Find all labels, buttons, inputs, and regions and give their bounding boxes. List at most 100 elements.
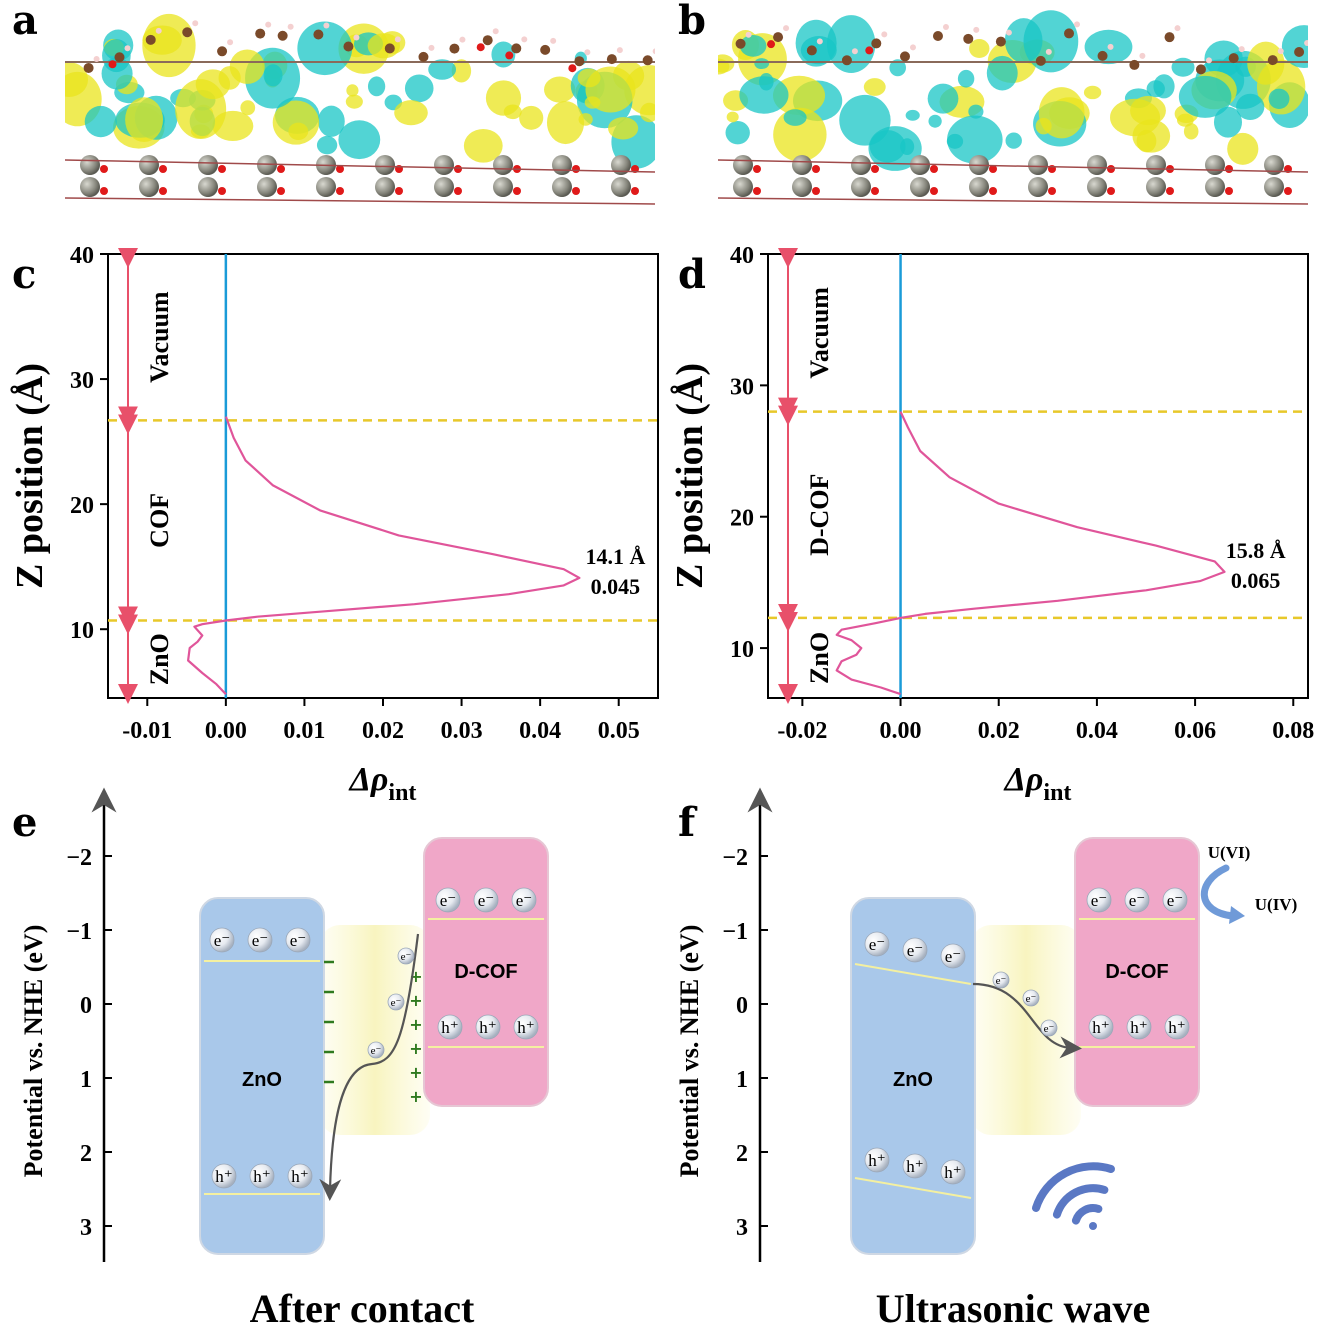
isosurface-blob xyxy=(947,115,1003,164)
zno-electron-ball xyxy=(247,927,273,953)
carbon-atom xyxy=(574,56,585,67)
interface-glow xyxy=(971,925,1081,1135)
plot-frame xyxy=(107,253,659,699)
x-tick-label: 0.03 xyxy=(441,718,483,744)
dcof-hole: h⁺ xyxy=(479,1018,496,1037)
oxygen-atom xyxy=(454,187,462,195)
dcof-hole: h⁺ xyxy=(517,1018,534,1037)
dcof-hole-ball xyxy=(1164,1014,1190,1040)
transfer-electron: e⁻ xyxy=(391,997,402,1009)
dcof-hole-ball xyxy=(437,1014,463,1040)
ultrasonic-wave-arc xyxy=(1052,1184,1109,1219)
oxygen-atom xyxy=(395,187,403,195)
panel-label-c: c xyxy=(12,251,36,298)
hydrogen-atom xyxy=(323,22,330,29)
oxygen-atom xyxy=(871,165,879,173)
isosurface-blob xyxy=(986,55,1018,91)
y-tick-label: 40 xyxy=(730,243,754,269)
isosurface-blob xyxy=(639,102,655,123)
carbon-atom xyxy=(995,36,1006,47)
oxygen-atom xyxy=(812,165,820,173)
zno-electron-ball xyxy=(209,927,235,953)
panel-caption: Ultrasonic wave xyxy=(876,1286,1150,1329)
x-tick-label: 0.04 xyxy=(519,718,561,744)
hydrogen-atom xyxy=(584,49,591,56)
uranium-iv-label: U(IV) xyxy=(1255,895,1298,914)
dcof-electron: e⁻ xyxy=(478,891,495,910)
zno-label: ZnO xyxy=(893,1069,933,1091)
dcof-hole: h⁺ xyxy=(441,1018,458,1037)
oxygen-atom xyxy=(505,51,514,60)
transfer-electron-ball xyxy=(1040,1019,1058,1037)
carbon-atom xyxy=(932,31,943,42)
positive-charge-sign: + xyxy=(409,991,422,1010)
potential-tick-label: 1 xyxy=(736,1067,748,1093)
carbon-atom xyxy=(1064,28,1075,39)
dcof-hole: h⁺ xyxy=(1130,1018,1147,1037)
dcof-label: D-COF xyxy=(454,961,517,983)
dcof-electron-ball xyxy=(511,887,537,913)
zno-bond-line xyxy=(718,197,1308,205)
isosurface-blob xyxy=(1083,85,1102,100)
hydrogen-atom xyxy=(521,36,528,43)
carbon-atom xyxy=(1035,55,1046,66)
oxygen-atom xyxy=(277,187,285,195)
oxygen-atom xyxy=(100,165,108,173)
zinc-atom xyxy=(80,177,100,197)
ultrasonic-wave-arc xyxy=(1071,1204,1103,1225)
zno-bond-line xyxy=(718,159,1308,173)
zinc-atom xyxy=(1087,155,1107,175)
potential-tick-label: 2 xyxy=(736,1141,748,1167)
x-tick-label: 0.02 xyxy=(362,718,404,744)
oxygen-atom xyxy=(100,187,108,195)
zinc-atom xyxy=(493,177,513,197)
panel-label-a: a xyxy=(12,0,38,44)
isosurface-blob xyxy=(491,41,516,68)
dcof-electron: e⁻ xyxy=(1167,891,1184,910)
potential-tick-label: 0 xyxy=(736,993,748,1019)
isosurface-blob xyxy=(345,94,363,109)
dcof-electron: e⁻ xyxy=(440,891,457,910)
dcof-hole-ball xyxy=(1126,1014,1152,1040)
y-tick-label: 20 xyxy=(70,493,94,519)
isosurface-blob xyxy=(240,100,256,116)
carbon-atom xyxy=(1097,50,1108,61)
isosurface-blob xyxy=(1281,25,1308,68)
zinc-atom xyxy=(1146,177,1166,197)
zno-hole-ball xyxy=(211,1163,237,1189)
isosurface-blob xyxy=(1153,74,1175,99)
oxygen-atom xyxy=(218,165,226,173)
hydrogen-atom xyxy=(1174,25,1181,32)
transfer-electron-ball xyxy=(397,947,415,965)
oxygen-atom xyxy=(631,187,639,195)
zinc-atom xyxy=(792,177,812,197)
dcof-hole-ball xyxy=(1088,1014,1114,1040)
positive-charge-sign: + xyxy=(409,1087,422,1106)
zinc-atom xyxy=(1264,155,1284,175)
zinc-atom xyxy=(316,177,336,197)
oxygen-atom xyxy=(930,187,938,195)
isosurface-blob xyxy=(1035,117,1052,135)
peak-annotation-value: 0.065 xyxy=(1231,568,1281,593)
hydrogen-atom xyxy=(227,39,234,46)
isosurface-blob xyxy=(317,105,345,137)
isosurface-blob xyxy=(288,122,309,140)
zno-bond-line xyxy=(65,159,655,173)
oxygen-atom xyxy=(572,187,580,195)
hydrogen-atom xyxy=(881,31,888,38)
zno-hole: h⁺ xyxy=(291,1167,308,1186)
isosurface-blob xyxy=(957,69,975,88)
zinc-atom xyxy=(1264,177,1284,197)
dcof-electron-ball xyxy=(435,887,461,913)
oxygen-atom xyxy=(1225,187,1233,195)
oxygen-atom xyxy=(812,187,820,195)
zno-electron-ball xyxy=(864,931,890,957)
zinc-atom xyxy=(375,177,395,197)
x-tick-label: 0.00 xyxy=(205,718,247,744)
density-curve xyxy=(835,411,1226,696)
oxygen-atom xyxy=(159,187,167,195)
x-tick-label: 0.01 xyxy=(283,718,325,744)
isosurface-blob xyxy=(839,94,891,146)
zinc-atom xyxy=(792,155,812,175)
